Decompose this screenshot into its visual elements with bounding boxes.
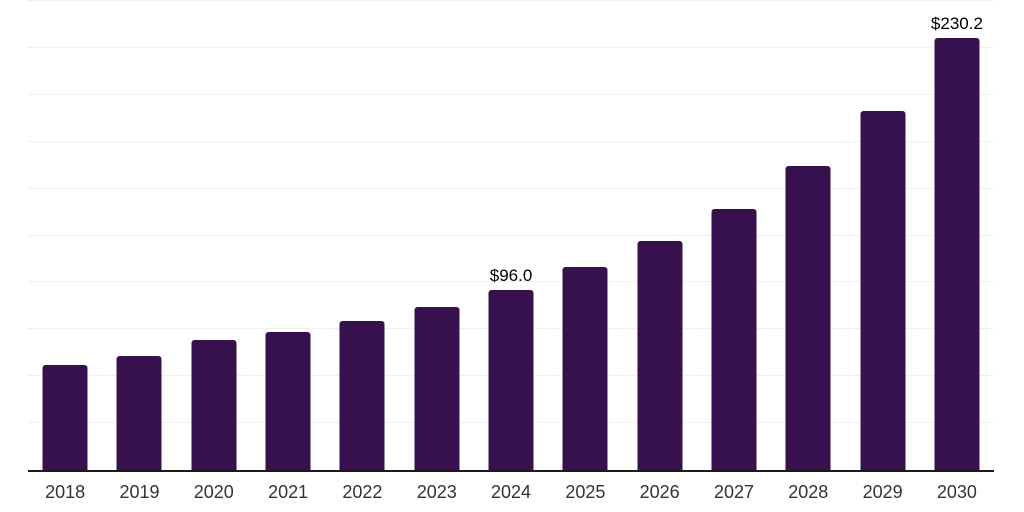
x-tick-label-2024: 2024 bbox=[491, 482, 532, 502]
x-tick-label-2023: 2023 bbox=[416, 482, 457, 502]
plot-area: $96.0 $230.2 bbox=[28, 0, 994, 472]
bar-2020 bbox=[191, 340, 237, 470]
bar-2024: $96.0 bbox=[488, 266, 534, 470]
bar-band-2026 bbox=[623, 1, 697, 470]
bar-band-2018 bbox=[28, 1, 102, 470]
bar-2029 bbox=[860, 110, 906, 470]
bar-band-2030: $230.2 bbox=[920, 1, 994, 470]
bars-container: $96.0 $230.2 bbox=[28, 1, 994, 470]
x-tick-label-2021: 2021 bbox=[268, 482, 309, 502]
bar-2028 bbox=[785, 166, 831, 470]
x-tick-label-2028: 2028 bbox=[788, 482, 829, 502]
bar-2026 bbox=[637, 241, 683, 470]
x-tick-label-2029: 2029 bbox=[862, 482, 903, 502]
bar-value-label-2024: $96.0 bbox=[489, 265, 533, 285]
x-tick-label-2030: 2030 bbox=[936, 482, 977, 502]
bar-band-2022 bbox=[325, 1, 399, 470]
x-tick-label-2018: 2018 bbox=[45, 482, 86, 502]
bar-2018 bbox=[42, 364, 88, 470]
bar-band-2029 bbox=[845, 1, 919, 470]
bar-band-2027 bbox=[697, 1, 771, 470]
bar-band-2024: $96.0 bbox=[474, 1, 548, 470]
x-axis-labels: 2018 2019 2020 2021 2022 2023 2024 2025 2026 2027… bbox=[28, 482, 994, 503]
bar-value-label-2030: $230.2 bbox=[930, 14, 983, 34]
x-tick-label-2019: 2019 bbox=[119, 482, 160, 502]
bar-2022 bbox=[339, 320, 385, 470]
bar-2021 bbox=[265, 331, 311, 470]
bar-2030: $230.2 bbox=[931, 14, 983, 470]
bar-band-2028 bbox=[771, 1, 845, 470]
bar-band-2020 bbox=[177, 1, 251, 470]
bar-2019 bbox=[116, 356, 162, 470]
x-tick-label-2020: 2020 bbox=[193, 482, 234, 502]
bar-band-2023 bbox=[400, 1, 474, 470]
bar-band-2021 bbox=[251, 1, 325, 470]
bar-band-2025 bbox=[548, 1, 622, 470]
bar-2025 bbox=[562, 267, 608, 470]
bar-band-2019 bbox=[102, 1, 176, 470]
bar-2027 bbox=[711, 208, 757, 470]
x-tick-label-2026: 2026 bbox=[639, 482, 680, 502]
x-tick-label-2027: 2027 bbox=[713, 482, 754, 502]
x-tick-label-2022: 2022 bbox=[342, 482, 383, 502]
bar-2023 bbox=[414, 307, 460, 470]
x-tick-label-2025: 2025 bbox=[565, 482, 606, 502]
